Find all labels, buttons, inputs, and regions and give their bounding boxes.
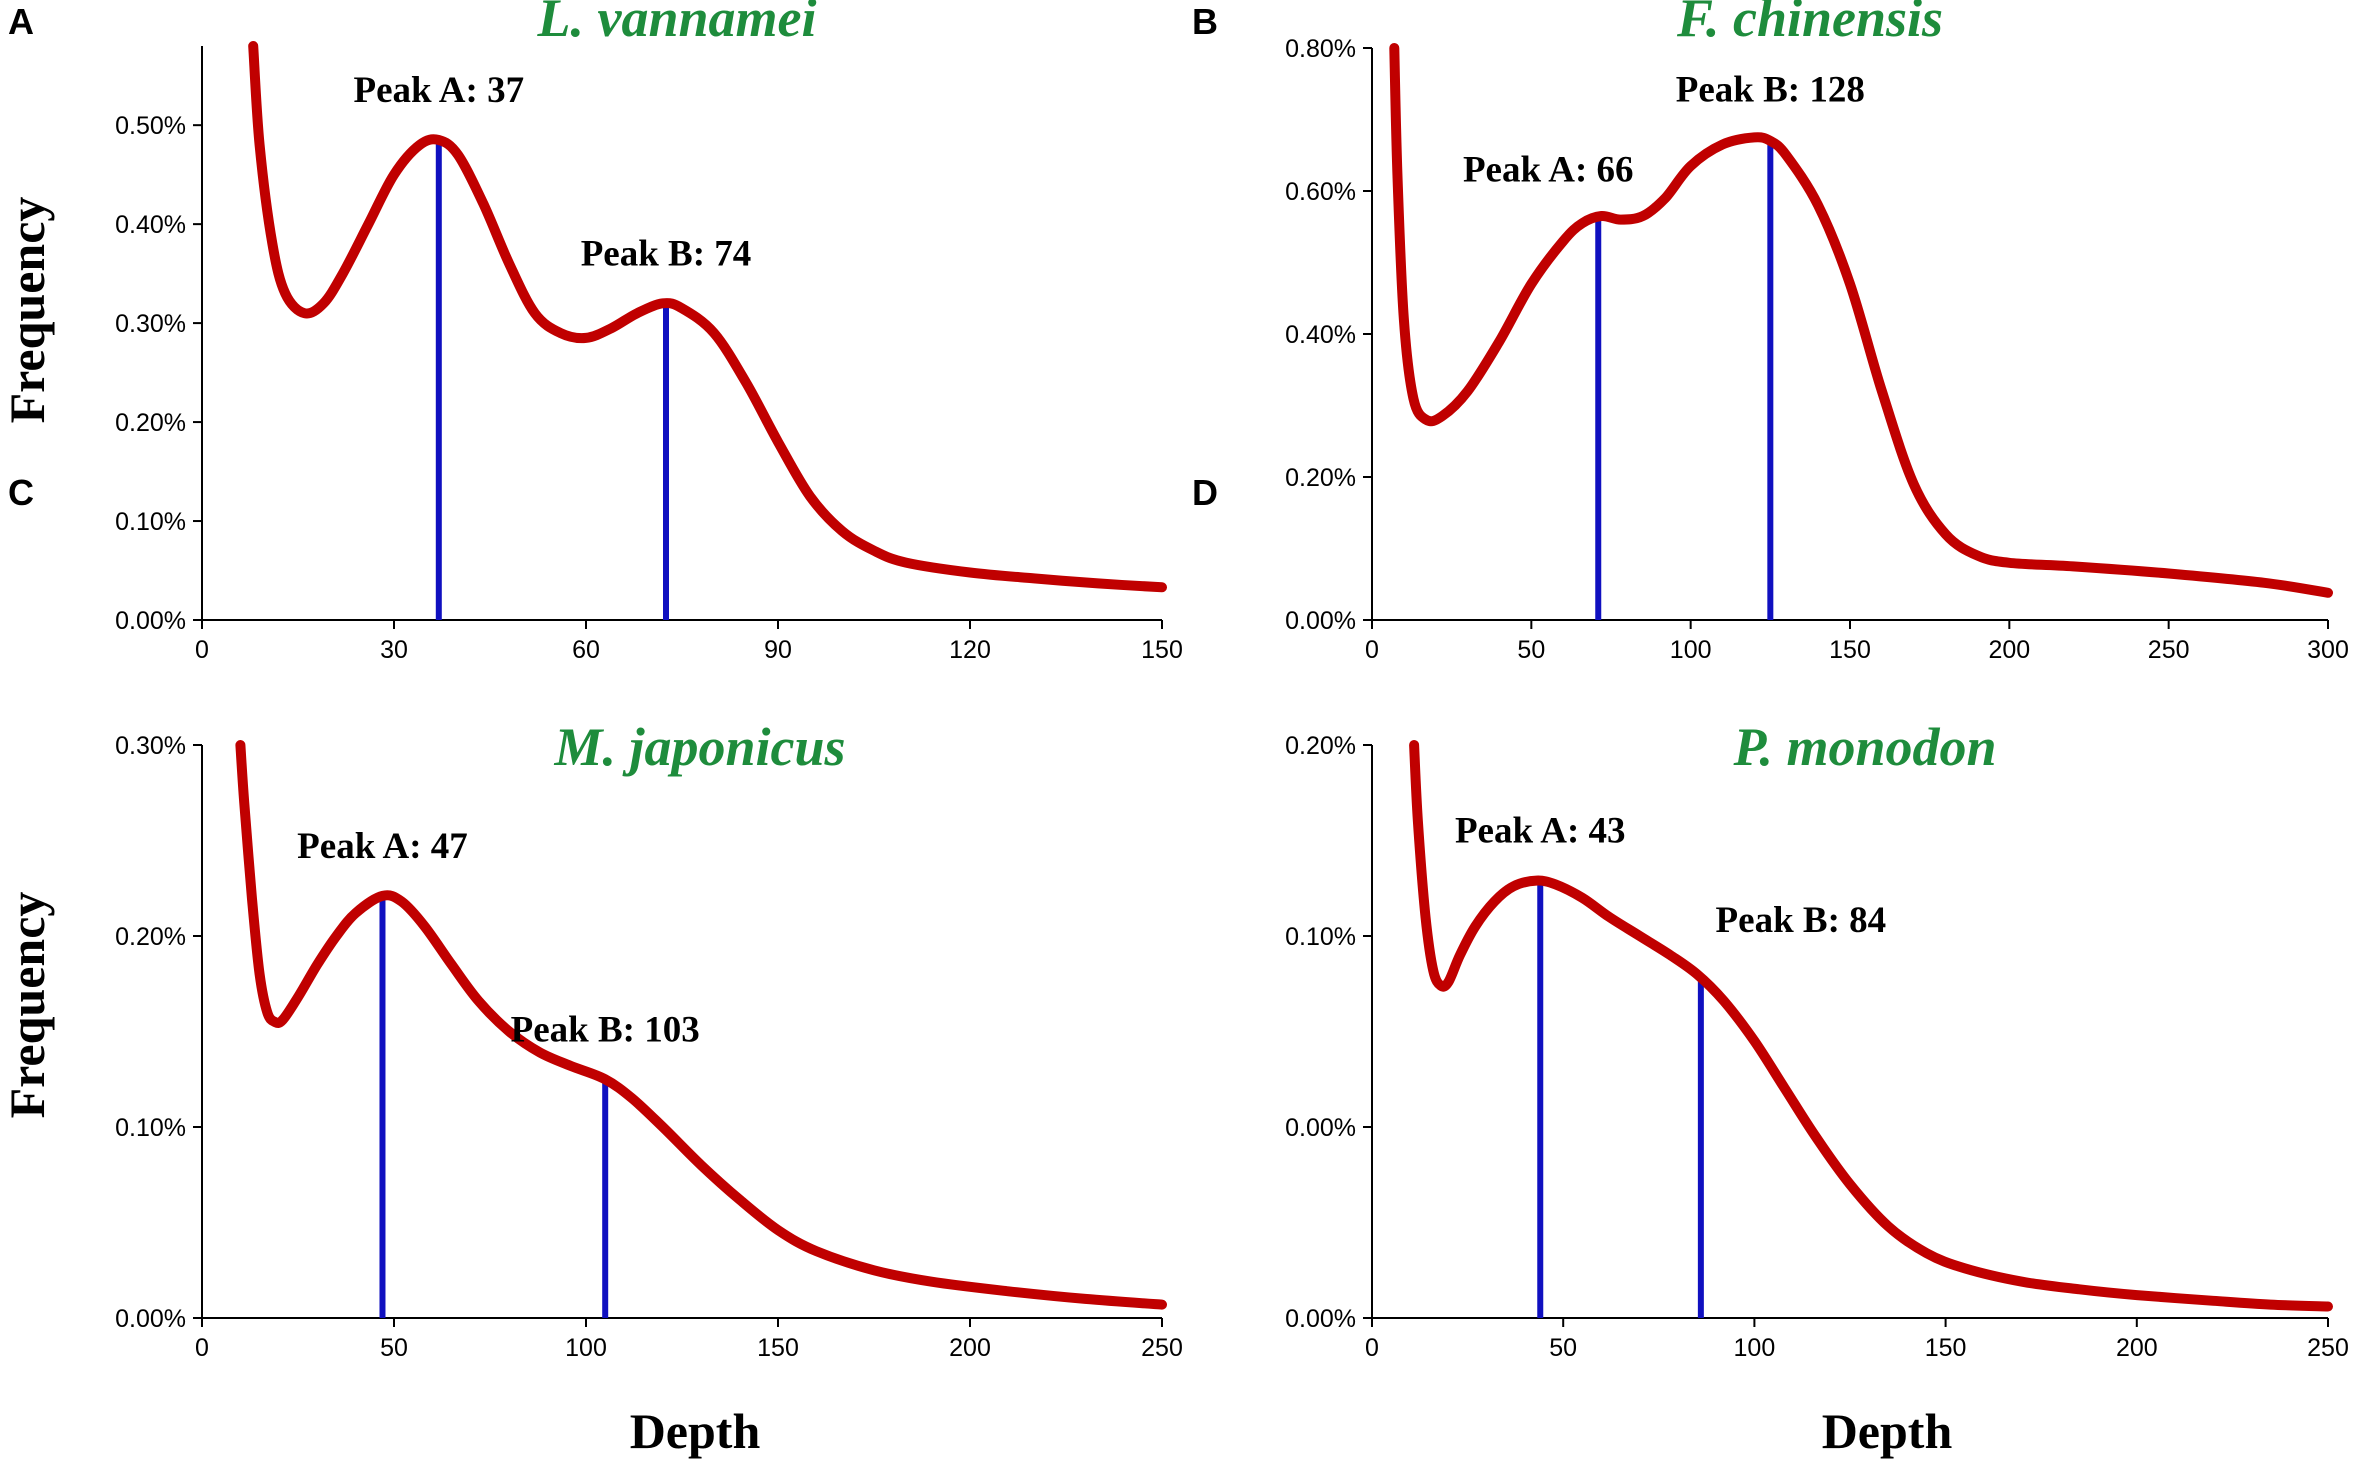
x-tick-label: 50 [380,1334,408,1362]
x-tick-label: 0 [1365,1334,1379,1362]
species-title-a: L. vannamei [537,0,817,48]
species-title-b: F. chinensis [1676,0,1943,48]
y-tick-label: 0.50% [115,112,186,140]
x-tick-label: 100 [1670,636,1712,664]
x-tick-label: 150 [1829,636,1871,664]
y-tick-label: 0.20% [1285,732,1356,760]
panel-letter-d: D [1192,472,1218,513]
y-tick-label: 0.60% [1285,178,1356,206]
y-tick-label: 0.10% [115,1114,186,1142]
x-tick-label: 90 [764,636,792,664]
y-tick-label: 0.40% [115,211,186,239]
plot-area-a: 0 30 60 90 120 150 0.00% 0.10% 0.20% 0.30% 0.40% 0.… [115,41,1183,664]
x-tick-label: 300 [2307,636,2349,664]
y-tick-label: 0.20% [115,409,186,437]
y-axis-label-c: Frequency [0,892,55,1119]
y-tick-label: 0.40% [1285,321,1356,349]
x-tick-label: 0 [195,1334,209,1362]
y-tick-label: 0.00% [115,1305,186,1333]
panel-b: B F. chinensis 0 50 100 150 200 250 300 0.00% 0.… [1192,0,2349,664]
plot-area-c: 0 50 100 150 200 250 0.00% 0.10% 0.20% 0.30% Peak … [115,732,1183,1362]
x-tick-label: 50 [1549,1334,1577,1362]
species-title-d: P. monodon [1732,717,1996,777]
panel-letter-b: B [1192,1,1218,42]
frequency-curve [248,41,1167,593]
peak-label-a: Peak A: 37 [353,70,524,111]
x-tick-label: 0 [1365,636,1379,664]
x-tick-label: 30 [380,636,408,664]
x-tick-label: 200 [1988,636,2030,664]
y-tick-label: 0.30% [115,732,186,760]
x-tick-label: 100 [1734,1334,1776,1362]
panel-letter-a: A [8,1,34,42]
species-title-c: M. japonicus [553,717,845,777]
plot-area-b: 0 50 100 150 200 250 300 0.00% 0.20% 0.40% 0.60% 0.… [1285,35,2349,664]
panel-a: A L. vannamei Frequency 0 30 60 90 120 150 0.0… [0,0,1183,664]
y-tick-label: 0.30% [115,310,186,338]
x-tick-label: 60 [572,636,600,664]
y-tick-label: 0.00% [1285,607,1356,635]
y-tick-label: 0.80% [1285,35,1356,63]
x-axis-label-c: Depth [630,1403,761,1459]
y-tick-label: 0.00% [115,607,186,635]
x-tick-label: 200 [2116,1334,2158,1362]
panel-letter-c: C [8,472,34,513]
peak-label-b: Peak B: 103 [511,1009,700,1050]
peak-label-a: Peak A: 66 [1463,150,1634,191]
y-tick-label: 0.00% [1285,1305,1356,1333]
x-tick-label: 250 [2307,1334,2349,1362]
x-tick-label: 150 [1141,636,1183,664]
y-tick-label: 0.00% [1285,1114,1356,1142]
x-tick-label: 120 [949,636,991,664]
panel-c: C M. japonicus Frequency Depth 0 50 100 150… [0,472,1183,1459]
peak-label-a: Peak A: 47 [297,826,468,867]
x-tick-label: 0 [195,636,209,664]
peak-label-b: Peak B: 84 [1716,900,1887,941]
frequency-curve [235,740,1167,1310]
y-tick-label: 0.20% [115,923,186,951]
peak-label-a: Peak A: 43 [1455,811,1626,852]
frequency-curve [1389,43,2333,598]
x-tick-label: 150 [1925,1334,1967,1362]
peak-label-b: Peak B: 128 [1676,70,1865,111]
x-tick-label: 150 [757,1334,799,1362]
plot-area-d: 0 50 100 150 200 250 0.00% 0.00% 0.10% 0.20% Peak … [1285,732,2349,1362]
x-tick-label: 250 [1141,1334,1183,1362]
x-tick-label: 250 [2148,636,2190,664]
x-tick-label: 50 [1517,636,1545,664]
x-tick-label: 100 [565,1334,607,1362]
peak-label-b: Peak B: 74 [581,233,752,274]
frequency-curve [1409,740,2333,1312]
y-tick-label: 0.10% [1285,923,1356,951]
x-tick-label: 200 [949,1334,991,1362]
y-axis-label-a: Frequency [0,197,55,424]
y-tick-label: 0.20% [1285,464,1356,492]
x-axis-label-d: Depth [1822,1403,1953,1459]
y-tick-label: 0.10% [115,508,186,536]
panel-d: D P. monodon Depth 0 50 100 150 200 2500.00%0… [1192,472,2349,1459]
